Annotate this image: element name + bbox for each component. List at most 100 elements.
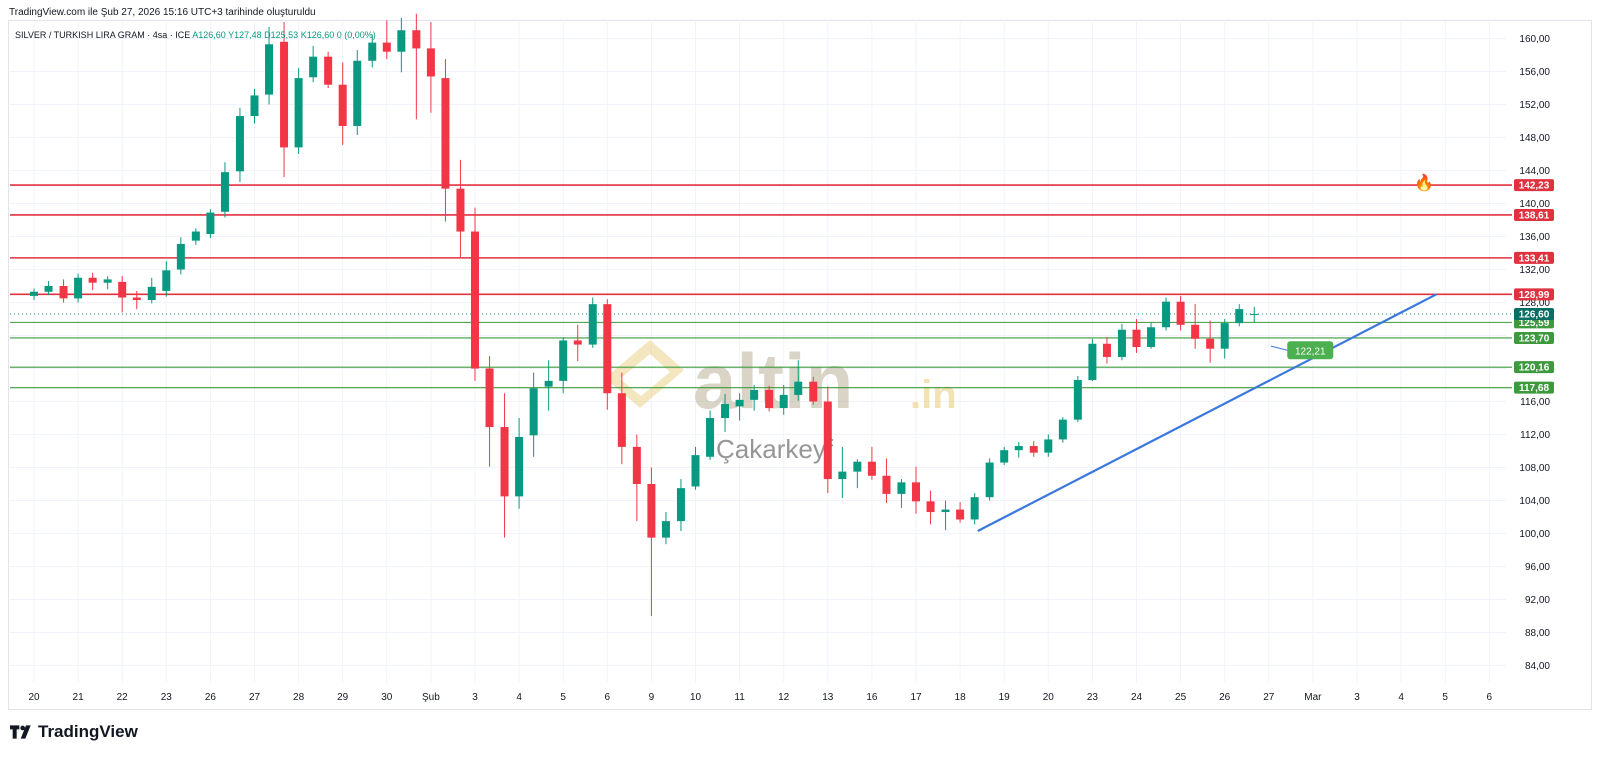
- candle[interactable]: [912, 466, 920, 514]
- level-tag-bg: [1514, 331, 1554, 344]
- candle-body: [1000, 450, 1009, 463]
- candle[interactable]: [970, 493, 979, 525]
- candle[interactable]: [294, 68, 303, 154]
- candle[interactable]: [280, 22, 289, 178]
- candle[interactable]: [59, 279, 68, 303]
- x-tick-label: 26: [1219, 692, 1231, 703]
- candle[interactable]: [867, 446, 876, 480]
- candle[interactable]: [647, 467, 656, 617]
- candle[interactable]: [573, 324, 582, 362]
- x-tick-label: 6: [1487, 692, 1493, 703]
- y-tick-label: 132,00: [1519, 265, 1550, 276]
- candle[interactable]: [617, 372, 626, 465]
- candle[interactable]: [456, 159, 465, 258]
- candle[interactable]: [1250, 306, 1259, 323]
- candle[interactable]: [309, 45, 318, 83]
- candle[interactable]: [691, 446, 700, 490]
- candle[interactable]: [426, 22, 435, 113]
- candle[interactable]: [1162, 297, 1171, 331]
- candle[interactable]: [529, 372, 538, 457]
- candle[interactable]: [1220, 319, 1229, 359]
- candle[interactable]: [1073, 375, 1082, 423]
- candle[interactable]: [353, 50, 362, 136]
- candle[interactable]: [676, 479, 685, 532]
- candle[interactable]: [1176, 295, 1185, 331]
- candle[interactable]: [1206, 320, 1215, 363]
- candle[interactable]: [853, 459, 862, 489]
- candle[interactable]: [1014, 441, 1023, 458]
- candle[interactable]: [779, 385, 788, 415]
- candle-body: [661, 521, 670, 538]
- candle[interactable]: [941, 500, 950, 531]
- candle-body: [265, 44, 274, 95]
- candle[interactable]: [721, 394, 730, 433]
- candle-body: [220, 172, 229, 212]
- flame-icon: 🔥: [1414, 173, 1434, 192]
- level-tag-label: 138,61: [1519, 210, 1550, 221]
- candle[interactable]: [544, 360, 553, 411]
- candle[interactable]: [74, 273, 83, 303]
- candle[interactable]: [1132, 319, 1141, 353]
- candle[interactable]: [147, 277, 156, 304]
- y-tick-label: 136,00: [1519, 232, 1550, 243]
- candle[interactable]: [44, 281, 53, 296]
- candle[interactable]: [397, 17, 406, 73]
- candle[interactable]: [794, 360, 803, 401]
- candle[interactable]: [338, 62, 347, 145]
- candle[interactable]: [382, 20, 391, 60]
- candle[interactable]: [1058, 417, 1067, 443]
- candle[interactable]: [88, 272, 97, 291]
- candle[interactable]: [985, 458, 994, 501]
- candle[interactable]: [1029, 441, 1038, 457]
- candle-body: [941, 509, 950, 513]
- candle[interactable]: [823, 386, 832, 494]
- candle[interactable]: [162, 261, 171, 297]
- candle[interactable]: [1044, 434, 1053, 457]
- candle[interactable]: [176, 237, 185, 275]
- candle[interactable]: [956, 502, 965, 523]
- candle[interactable]: [1147, 322, 1156, 349]
- candle[interactable]: [206, 209, 215, 239]
- candle[interactable]: [559, 337, 568, 394]
- candle[interactable]: [118, 276, 127, 313]
- candle[interactable]: [882, 458, 891, 503]
- candle[interactable]: [368, 34, 377, 68]
- candle-body: [309, 56, 318, 78]
- candle[interactable]: [265, 26, 274, 105]
- candle[interactable]: [191, 228, 200, 245]
- candle[interactable]: [838, 446, 847, 499]
- candle[interactable]: [1117, 323, 1126, 361]
- candle[interactable]: [926, 490, 935, 525]
- candle[interactable]: [661, 512, 670, 545]
- candle[interactable]: [515, 418, 524, 509]
- candle[interactable]: [809, 376, 818, 405]
- candle[interactable]: [1088, 338, 1097, 381]
- candle[interactable]: [235, 107, 244, 183]
- candle[interactable]: [471, 207, 479, 381]
- candle[interactable]: [1000, 446, 1009, 466]
- candle[interactable]: [103, 276, 112, 290]
- candle[interactable]: [441, 59, 450, 222]
- candle[interactable]: [706, 410, 715, 461]
- candle[interactable]: [765, 385, 774, 412]
- candle[interactable]: [485, 356, 494, 467]
- candle[interactable]: [412, 13, 421, 120]
- candle[interactable]: [250, 88, 259, 124]
- candle[interactable]: [132, 290, 141, 310]
- candle[interactable]: [897, 479, 906, 508]
- candle[interactable]: [632, 434, 641, 522]
- candle[interactable]: [1191, 304, 1200, 349]
- candle[interactable]: [220, 162, 229, 218]
- candle[interactable]: [324, 51, 333, 88]
- candle[interactable]: [588, 297, 597, 348]
- trend-line[interactable]: [977, 293, 1437, 533]
- candle[interactable]: [750, 385, 759, 411]
- tradingview-brand[interactable]: TradingView: [10, 722, 138, 742]
- candle[interactable]: [30, 288, 38, 301]
- candle[interactable]: [1235, 304, 1244, 327]
- candle[interactable]: [603, 299, 612, 410]
- candle[interactable]: [1102, 337, 1111, 364]
- candle[interactable]: [735, 393, 744, 421]
- candle[interactable]: [500, 393, 509, 538]
